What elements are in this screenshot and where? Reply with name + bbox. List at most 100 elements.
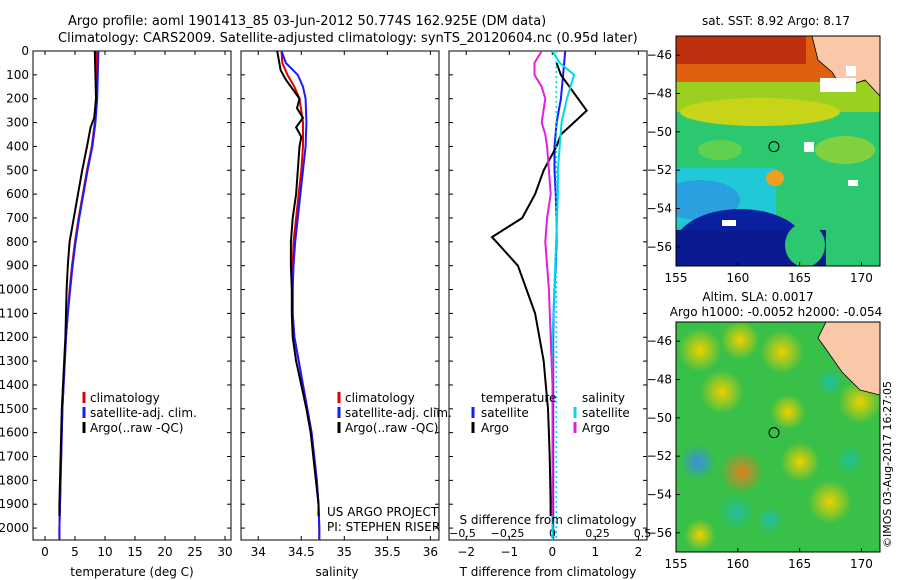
sla-heatmap-field xyxy=(676,322,880,552)
legend-label-argo: Argo(..raw -QC) xyxy=(90,421,183,435)
legend-label-argo: Argo(..raw -QC) xyxy=(345,421,438,435)
map-x-tick-label: 155 xyxy=(665,271,688,285)
x-tick-label: 2 xyxy=(635,545,643,559)
sla-argo-marker xyxy=(768,427,780,439)
figure-title-line2: Climatology: CARS2009. Satellite-adjuste… xyxy=(58,31,638,46)
salinity-legend: climatology satellite-adj. clim. Argo(..… xyxy=(337,391,452,435)
t-difference-xlabel: T difference from climatology xyxy=(459,565,637,579)
sst-map-frame xyxy=(675,35,881,267)
figure-title-line1: Argo profile: aoml 1901413_85 03-Jun-201… xyxy=(68,14,546,29)
x-tick-label: 20 xyxy=(157,545,172,559)
y-tick-label: 600 xyxy=(6,187,29,201)
map-y-tick-label: −50 xyxy=(647,125,672,139)
map-y-tick-label: −54 xyxy=(647,488,672,502)
y-tick-label: 1400 xyxy=(0,378,29,392)
map-y-tick-label: −56 xyxy=(647,240,672,254)
s-difference-xlabel: S difference from climatology xyxy=(460,513,637,527)
map-x-tick-label: 165 xyxy=(788,271,811,285)
map-y-tick-label: −48 xyxy=(647,373,672,387)
map-x-tick-label: 160 xyxy=(726,557,749,571)
x-tick-label: 30 xyxy=(217,545,232,559)
sst-map-title: sat. SST: 8.92 Argo: 8.17 xyxy=(702,14,850,28)
x-tick-label: 25 xyxy=(187,545,202,559)
project-annotation: US ARGO PROJECT xyxy=(327,505,439,519)
x-tick-label: 10 xyxy=(97,545,112,559)
x-tick-label: 1 xyxy=(592,545,600,559)
y-tick-label: 300 xyxy=(6,116,29,130)
x2-tick-label: −0.25 xyxy=(491,527,525,540)
salinity-axes-box xyxy=(240,50,440,541)
temperature-axes-box xyxy=(32,50,232,541)
sst-argo-marker xyxy=(768,141,780,153)
y-tick-label: 100 xyxy=(6,68,29,82)
map-y-tick-label: −52 xyxy=(647,163,672,177)
x-tick-label: −2 xyxy=(457,545,475,559)
difference-legend-temperature: temperature satellite Argo xyxy=(471,391,556,435)
x-tick-label: 0 xyxy=(41,545,49,559)
x-tick-label: 15 xyxy=(127,545,142,559)
y-tick-label: 1100 xyxy=(0,306,29,320)
temperature-ticks: 0 5 10 15 20 25 300100200300400500600700800900… xyxy=(0,44,233,559)
legend-label-temp-satellite: satellite xyxy=(481,406,529,420)
series-line-temperature-argo xyxy=(490,62,589,517)
y-tick-label: 1700 xyxy=(0,450,29,464)
legend-title-salinity: salinity xyxy=(582,391,625,405)
y-tick-label: 1500 xyxy=(0,402,29,416)
temperature-panel: 0 5 10 15 20 25 300100200300400500600700800900… xyxy=(0,44,233,579)
x-tick-label: 34.5 xyxy=(288,545,315,559)
x2-tick-label: −0.5 xyxy=(449,527,476,540)
map-y-tick-label: −46 xyxy=(647,334,672,348)
y-tick-label: 500 xyxy=(6,163,29,177)
x-tick-label: 35.5 xyxy=(374,545,401,559)
sst-map-panel: sat. SST: 8.92 Argo: 8.17 155 160 165 170 −4… xyxy=(647,14,881,285)
map-x-tick-label: 155 xyxy=(665,557,688,571)
x-tick-label: 5 xyxy=(71,545,79,559)
difference-lines xyxy=(490,50,589,540)
y-tick-label: 1000 xyxy=(0,283,29,297)
difference-legend-salinity: salinity satellite Argo xyxy=(573,391,630,435)
legend-label-sal-argo: Argo xyxy=(582,421,610,435)
salinity-ticks: 34 34.5 35 35.5 36 xyxy=(241,50,439,559)
map-y-tick-label: −54 xyxy=(647,202,672,216)
y-tick-label: 1900 xyxy=(0,497,29,511)
legend-label-satellite: satellite-adj. clim. xyxy=(90,406,197,420)
legend-label-sal-satellite: satellite xyxy=(582,406,630,420)
sla-map-frame xyxy=(675,321,881,553)
legend-label-satellite: satellite-adj. clim. xyxy=(345,406,452,420)
map-y-tick-label: −50 xyxy=(647,411,672,425)
y-tick-label: 2000 xyxy=(0,521,29,535)
legend-title-temperature: temperature xyxy=(481,391,556,405)
legend-label-temp-argo: Argo xyxy=(481,421,509,435)
salinity-lines xyxy=(276,50,321,540)
series-line-argo-raw-qc- xyxy=(276,50,320,517)
y-tick-label: 1800 xyxy=(0,473,29,487)
sla-map-ticks: 155 160 165 170 −46 −48 −50 −52 −54 −56 xyxy=(647,334,873,571)
x-tick-label: 36 xyxy=(423,545,438,559)
difference-ticks: −2 −1 0 1 2−0.5 −0.25 0 0.25 0.5 xyxy=(449,50,651,559)
map-x-tick-label: 170 xyxy=(850,557,873,571)
y-tick-label: 1200 xyxy=(0,330,29,344)
sla-map-title: Altim. SLA: 0.0017 xyxy=(702,290,813,304)
imos-credit: ©IMOS 03-Aug-2017 16:27:05 xyxy=(881,381,894,548)
pi-annotation: PI: STEPHEN RISER xyxy=(327,520,440,534)
map-y-tick-label: −48 xyxy=(647,87,672,101)
difference-axes-box xyxy=(448,50,648,541)
series-line-salinity-argo xyxy=(533,50,554,517)
y-tick-label: 700 xyxy=(6,211,29,225)
y-tick-label: 200 xyxy=(6,92,29,106)
salinity-panel: 34 34.5 35 35.5 36 salinity climatology sate… xyxy=(240,50,452,579)
x-tick-label: 0 xyxy=(548,545,556,559)
x-tick-label: 34 xyxy=(251,545,266,559)
map-x-tick-label: 165 xyxy=(788,557,811,571)
map-x-tick-label: 160 xyxy=(726,271,749,285)
y-tick-label: 1300 xyxy=(0,354,29,368)
sst-heatmap-field xyxy=(676,36,880,266)
y-tick-label: 400 xyxy=(6,139,29,153)
x-tick-label: 35 xyxy=(337,545,352,559)
sla-map-subtitle: Argo h1000: -0.0052 h2000: -0.054 xyxy=(670,305,883,319)
x-tick-label: −1 xyxy=(500,545,518,559)
y-tick-label: 900 xyxy=(6,259,29,273)
y-tick-label: 0 xyxy=(21,44,29,58)
map-y-tick-label: −46 xyxy=(647,48,672,62)
